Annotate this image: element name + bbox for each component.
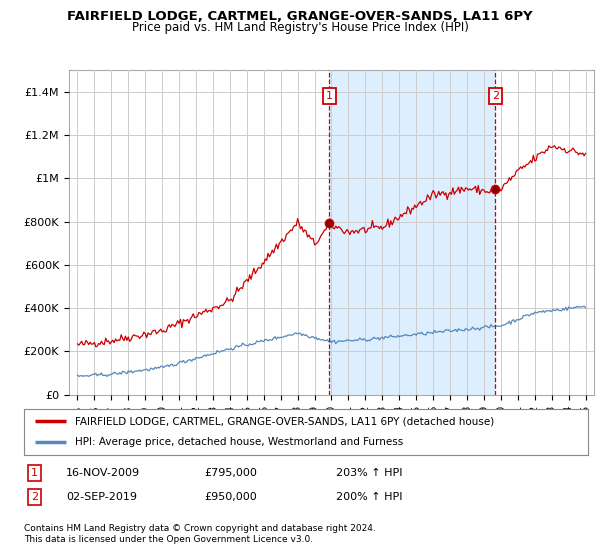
Text: FAIRFIELD LODGE, CARTMEL, GRANGE-OVER-SANDS, LA11 6PY (detached house): FAIRFIELD LODGE, CARTMEL, GRANGE-OVER-SA… bbox=[75, 416, 494, 426]
Text: 16-NOV-2009: 16-NOV-2009 bbox=[66, 468, 140, 478]
Text: 1: 1 bbox=[326, 91, 333, 101]
Text: 200% ↑ HPI: 200% ↑ HPI bbox=[336, 492, 403, 502]
Text: £950,000: £950,000 bbox=[204, 492, 257, 502]
Text: HPI: Average price, detached house, Westmorland and Furness: HPI: Average price, detached house, West… bbox=[75, 437, 403, 447]
Text: This data is licensed under the Open Government Licence v3.0.: This data is licensed under the Open Gov… bbox=[24, 535, 313, 544]
Text: 2: 2 bbox=[31, 492, 38, 502]
Text: FAIRFIELD LODGE, CARTMEL, GRANGE-OVER-SANDS, LA11 6PY: FAIRFIELD LODGE, CARTMEL, GRANGE-OVER-SA… bbox=[67, 10, 533, 23]
Text: 2: 2 bbox=[492, 91, 499, 101]
Text: £795,000: £795,000 bbox=[204, 468, 257, 478]
Text: Price paid vs. HM Land Registry's House Price Index (HPI): Price paid vs. HM Land Registry's House … bbox=[131, 21, 469, 34]
Text: 02-SEP-2019: 02-SEP-2019 bbox=[66, 492, 137, 502]
Bar bbox=[329, 70, 495, 395]
Text: 203% ↑ HPI: 203% ↑ HPI bbox=[336, 468, 403, 478]
Text: 1: 1 bbox=[31, 468, 38, 478]
Text: Contains HM Land Registry data © Crown copyright and database right 2024.: Contains HM Land Registry data © Crown c… bbox=[24, 524, 376, 533]
